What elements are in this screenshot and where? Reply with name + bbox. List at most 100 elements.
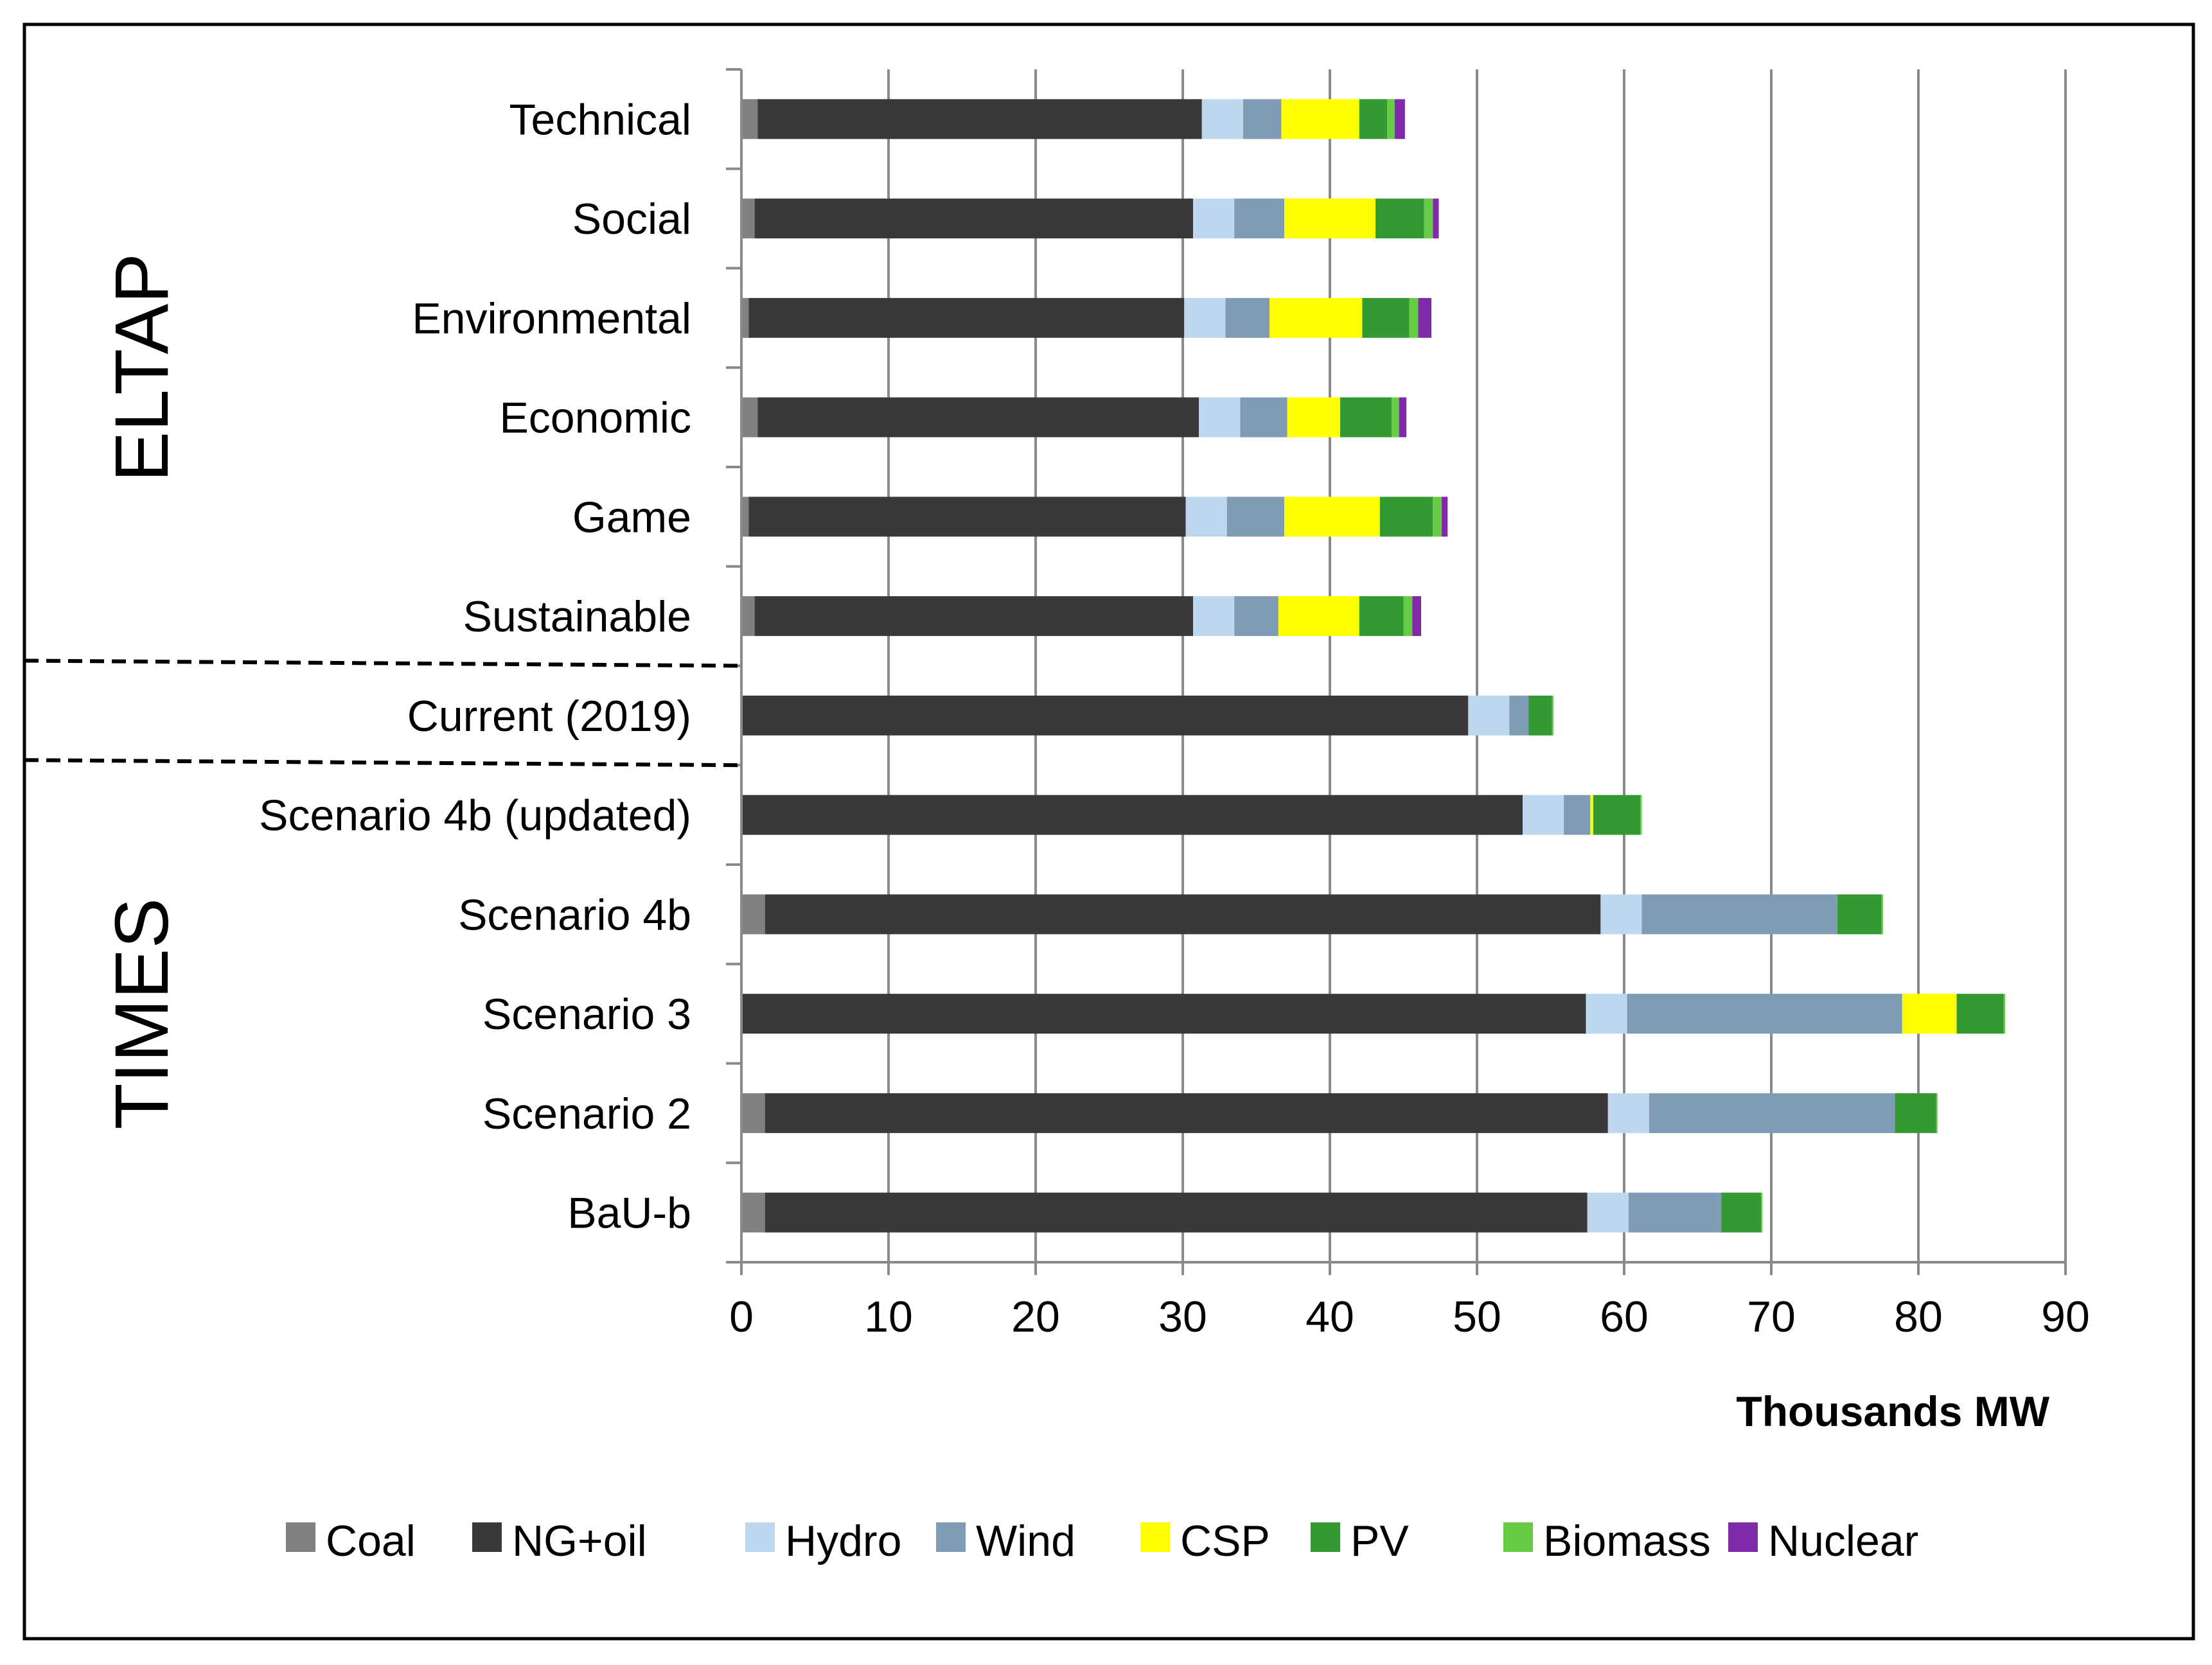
bar-segment-hydro-technical xyxy=(1201,99,1243,139)
bar-segment-wind-scenario-3 xyxy=(1627,994,1902,1034)
bar-segment-biomass-scenario-2 xyxy=(1936,1093,1938,1133)
bar-segment-ng-oil-technical xyxy=(757,99,1202,139)
category-label-economic: Economic xyxy=(499,394,691,443)
group-separator-bottom xyxy=(24,758,742,768)
legend-swatch-wind xyxy=(936,1522,966,1552)
x-tick-label-0: 0 xyxy=(729,1292,754,1341)
group-separator-top xyxy=(24,658,742,668)
legend-swatch-csp xyxy=(1140,1522,1170,1552)
bar-segment-csp-game xyxy=(1284,497,1380,537)
bar-segment-biomass-economic xyxy=(1392,397,1399,437)
bar-segment-biomass-scenario-3 xyxy=(2003,994,2006,1034)
bar-segment-pv-scenario-2 xyxy=(1895,1093,1936,1133)
bar-segment-wind-game xyxy=(1226,497,1285,537)
bar-segment-biomass-scenario-4b-updated xyxy=(1640,795,1642,835)
bar-segment-csp-economic xyxy=(1287,397,1341,437)
x-tick-label-50: 50 xyxy=(1453,1292,1501,1341)
bar-segment-pv-environmental xyxy=(1362,297,1410,338)
bar-segment-pv-game xyxy=(1379,497,1433,537)
bar-segment-pv-scenario-4b-updated xyxy=(1593,795,1641,835)
category-label-environmental: Environmental xyxy=(412,294,691,343)
bar-segment-csp-scenario-4b-updated xyxy=(1590,795,1593,835)
x-tick-label-10: 10 xyxy=(864,1292,913,1341)
bar-segment-ng-oil-scenario-4b xyxy=(765,894,1601,935)
bar-segment-ng-oil-scenario-3 xyxy=(741,994,1586,1034)
bar-segment-hydro-social xyxy=(1193,198,1235,239)
legend-label-nuclear: Nuclear xyxy=(1768,1517,1918,1565)
category-label-sustainable: Sustainable xyxy=(463,592,691,641)
bar-segment-pv-social xyxy=(1375,198,1424,239)
legend-swatch-coal xyxy=(286,1522,315,1552)
bar-segment-pv-economic xyxy=(1340,397,1392,437)
category-label-game: Game xyxy=(572,493,691,542)
bar-segment-hydro-bau-b xyxy=(1587,1192,1629,1233)
bar-segment-wind-economic xyxy=(1240,397,1287,437)
legend-label-pv: PV xyxy=(1350,1517,1409,1565)
bar-segment-csp-technical xyxy=(1281,99,1359,139)
bar-segment-coal-bau-b xyxy=(741,1192,765,1233)
bar-segment-hydro-scenario-2 xyxy=(1607,1093,1649,1133)
bar-segment-ng-oil-bau-b xyxy=(765,1192,1588,1233)
bar-segment-coal-social xyxy=(741,198,755,239)
bar-segment-coal-scenario-4b xyxy=(741,894,765,935)
bar-segment-wind-sustainable xyxy=(1234,596,1279,637)
legend-swatch-nuclear xyxy=(1728,1522,1758,1552)
legend-swatch-ng-oil xyxy=(472,1522,502,1552)
bar-segment-wind-bau-b xyxy=(1628,1192,1722,1233)
x-axis-title: Thousands MW xyxy=(1736,1388,2049,1435)
category-label-technical: Technical xyxy=(509,95,692,144)
bar-segment-hydro-environmental xyxy=(1184,297,1226,338)
bar-segment-csp-social xyxy=(1284,198,1376,239)
bar-segment-ng-oil-game xyxy=(748,497,1186,537)
bar-segment-biomass-bau-b xyxy=(1760,1192,1763,1233)
bar-segment-biomass-environmental xyxy=(1409,297,1419,338)
bar-segment-biomass-technical xyxy=(1387,99,1395,139)
bar-segment-pv-current-2019 xyxy=(1528,695,1552,736)
x-tick-label-60: 60 xyxy=(1600,1292,1649,1341)
legend-swatch-hydro xyxy=(745,1522,775,1552)
bar-segment-hydro-economic xyxy=(1199,397,1241,437)
x-tick-label-80: 80 xyxy=(1894,1292,1943,1341)
bar-segment-coal-economic xyxy=(741,397,758,437)
category-label-scenario-4b-updated: Scenario 4b (updated) xyxy=(259,791,691,840)
bar-segment-biomass-scenario-4b xyxy=(1881,894,1884,935)
legend-label-wind: Wind xyxy=(976,1517,1075,1565)
bar-segment-biomass-current-2019 xyxy=(1552,695,1554,736)
bar-segment-ng-oil-social xyxy=(754,198,1194,239)
x-tick-labels: 0 10 20 30 40 50 60 70 80 90 xyxy=(729,1292,2090,1341)
bar-segment-hydro-scenario-3 xyxy=(1586,994,1627,1034)
bar-segment-biomass-sustainable xyxy=(1403,596,1413,637)
bar-segment-pv-sustainable xyxy=(1359,596,1404,637)
bar-segment-nuclear-sustainable xyxy=(1412,596,1421,637)
category-labels: Technical Social Environmental Economic Game… xyxy=(259,95,691,1237)
bar-segment-hydro-scenario-4b xyxy=(1600,894,1642,935)
bar-segment-csp-scenario-3 xyxy=(1902,994,1957,1034)
bar-segment-ng-oil-scenario-2 xyxy=(765,1093,1608,1133)
legend-label-csp: CSP xyxy=(1180,1517,1270,1565)
bar-segment-wind-technical xyxy=(1243,99,1282,139)
bar-segment-coal-technical xyxy=(741,99,758,139)
x-tick-label-30: 30 xyxy=(1158,1292,1207,1341)
gridlines xyxy=(887,69,2067,1262)
group-labels: ELTAP TIMES xyxy=(24,253,742,1130)
bar-segment-wind-environmental xyxy=(1225,297,1270,338)
bar-segment-wind-current-2019 xyxy=(1509,695,1529,736)
category-label-bau-b: BaU-b xyxy=(567,1189,691,1238)
legend-label-ng-oil: NG+oil xyxy=(512,1517,647,1565)
bar-segment-nuclear-technical xyxy=(1394,99,1405,139)
bar-segment-hydro-game xyxy=(1185,497,1227,537)
bar-segment-nuclear-economic xyxy=(1399,397,1407,437)
group-label-times: TIMES xyxy=(100,898,184,1130)
legend-swatch-biomass xyxy=(1503,1522,1533,1552)
bar-segment-ng-oil-economic xyxy=(757,397,1199,437)
bar-segment-pv-technical xyxy=(1359,99,1388,139)
bar-segment-coal-environmental xyxy=(741,297,749,338)
x-tick-label-70: 70 xyxy=(1747,1292,1796,1341)
bar-segment-wind-scenario-4b xyxy=(1641,894,1838,935)
bar-segment-hydro-sustainable xyxy=(1193,596,1235,637)
bar-segment-ng-oil-sustainable xyxy=(754,596,1194,637)
bar-segment-ng-oil-environmental xyxy=(748,297,1185,338)
bar-segment-biomass-game xyxy=(1433,497,1442,537)
bar-segment-coal-scenario-2 xyxy=(741,1093,765,1133)
